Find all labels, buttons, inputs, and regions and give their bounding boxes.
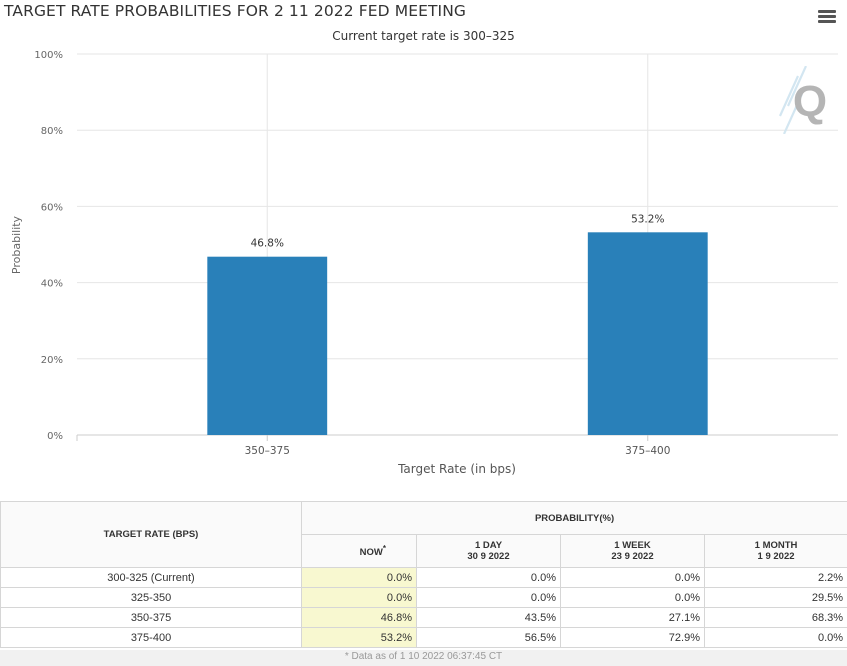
bar-2 bbox=[587, 232, 708, 435]
value-cell-now: 0.0% bbox=[301, 567, 417, 588]
chart-subtitle: Current target rate is 300–325 bbox=[332, 29, 515, 43]
bar-1 bbox=[207, 256, 328, 435]
col-header-1-week: 1 WEEK 23 9 2022 bbox=[560, 534, 705, 568]
value-cell: 29.5% bbox=[703, 587, 847, 608]
data-label: 53.2% bbox=[631, 213, 664, 225]
hamburger-menu-icon[interactable] bbox=[818, 10, 836, 24]
value-cell: 56.5% bbox=[416, 627, 561, 648]
y-tick-label: 80% bbox=[41, 126, 63, 137]
chart-title: TARGET RATE PROBABILITIES FOR 2 11 2022 … bbox=[4, 2, 467, 20]
value-cell-now: 53.2% bbox=[301, 627, 417, 648]
value-cell: 0.0% bbox=[560, 567, 705, 588]
q-logo-icon: Q bbox=[778, 66, 827, 134]
x-tick-label: 350–375 bbox=[245, 445, 290, 457]
value-cell: 0.0% bbox=[560, 587, 705, 608]
y-tick-label: 0% bbox=[47, 431, 63, 442]
y-axis-label: Probability bbox=[10, 215, 23, 274]
value-cell-now: 0.0% bbox=[301, 587, 417, 608]
y-tick-label: 100% bbox=[34, 50, 63, 61]
table-row: 300-325 (Current) 0.0% 0.0% 0.0% 2.2% bbox=[0, 567, 847, 588]
probability-header: PROBABILITY(%) bbox=[300, 501, 847, 535]
probability-table: TARGET RATE (BPS) PROBABILITY(%) NOW* 1 … bbox=[0, 501, 847, 648]
table-row: 375-400 53.2% 56.5% 72.9% 0.0% bbox=[0, 627, 847, 648]
rate-cell: 350-375 bbox=[0, 607, 302, 628]
col-header-now: NOW* bbox=[301, 534, 417, 568]
target-rate-header: TARGET RATE (BPS) bbox=[0, 501, 302, 568]
value-cell: 2.2% bbox=[703, 567, 847, 588]
value-cell: 0.0% bbox=[416, 567, 561, 588]
bar-chart: 0% 20% 40% 60% 80% 100% 46.8% 53.2% 350–375 375… bbox=[10, 50, 838, 476]
value-cell-now: 46.8% bbox=[301, 607, 417, 628]
data-labels: 46.8% 53.2% bbox=[251, 213, 665, 249]
bars bbox=[207, 232, 708, 435]
value-cell: 27.1% bbox=[560, 607, 705, 628]
value-cell: 0.0% bbox=[703, 627, 847, 648]
rate-cell: 325-350 bbox=[0, 587, 302, 608]
table-row: 325-350 0.0% 0.0% 0.0% 29.5% bbox=[0, 587, 847, 608]
data-timestamp-footnote: * Data as of 1 10 2022 06:37:45 CT bbox=[0, 650, 847, 666]
rate-cell: 300-325 (Current) bbox=[0, 567, 302, 588]
grid-lines bbox=[77, 53, 838, 436]
value-cell: 68.3% bbox=[703, 607, 847, 628]
col-header-1-month: 1 MONTH 1 9 2022 bbox=[703, 534, 847, 568]
value-cell: 43.5% bbox=[416, 607, 561, 628]
col-header-1-day: 1 DAY 30 9 2022 bbox=[416, 534, 561, 568]
rate-cell: 375-400 bbox=[0, 627, 302, 648]
x-axis-ticks: 350–375 375–400 bbox=[76, 435, 670, 457]
table-row: 350-375 46.8% 43.5% 27.1% 68.3% bbox=[0, 607, 847, 628]
x-tick-label: 375–400 bbox=[625, 445, 670, 457]
y-tick-label: 60% bbox=[41, 202, 63, 213]
y-tick-label: 40% bbox=[41, 279, 63, 290]
x-axis-label: Target Rate (in bps) bbox=[397, 462, 516, 476]
y-tick-label: 20% bbox=[41, 355, 63, 366]
q-logo-letter: Q bbox=[793, 77, 827, 126]
value-cell: 0.0% bbox=[416, 587, 561, 608]
value-cell: 72.9% bbox=[560, 627, 705, 648]
y-axis-ticks: 0% 20% 40% 60% 80% 100% bbox=[34, 50, 63, 442]
data-label: 46.8% bbox=[251, 238, 284, 250]
